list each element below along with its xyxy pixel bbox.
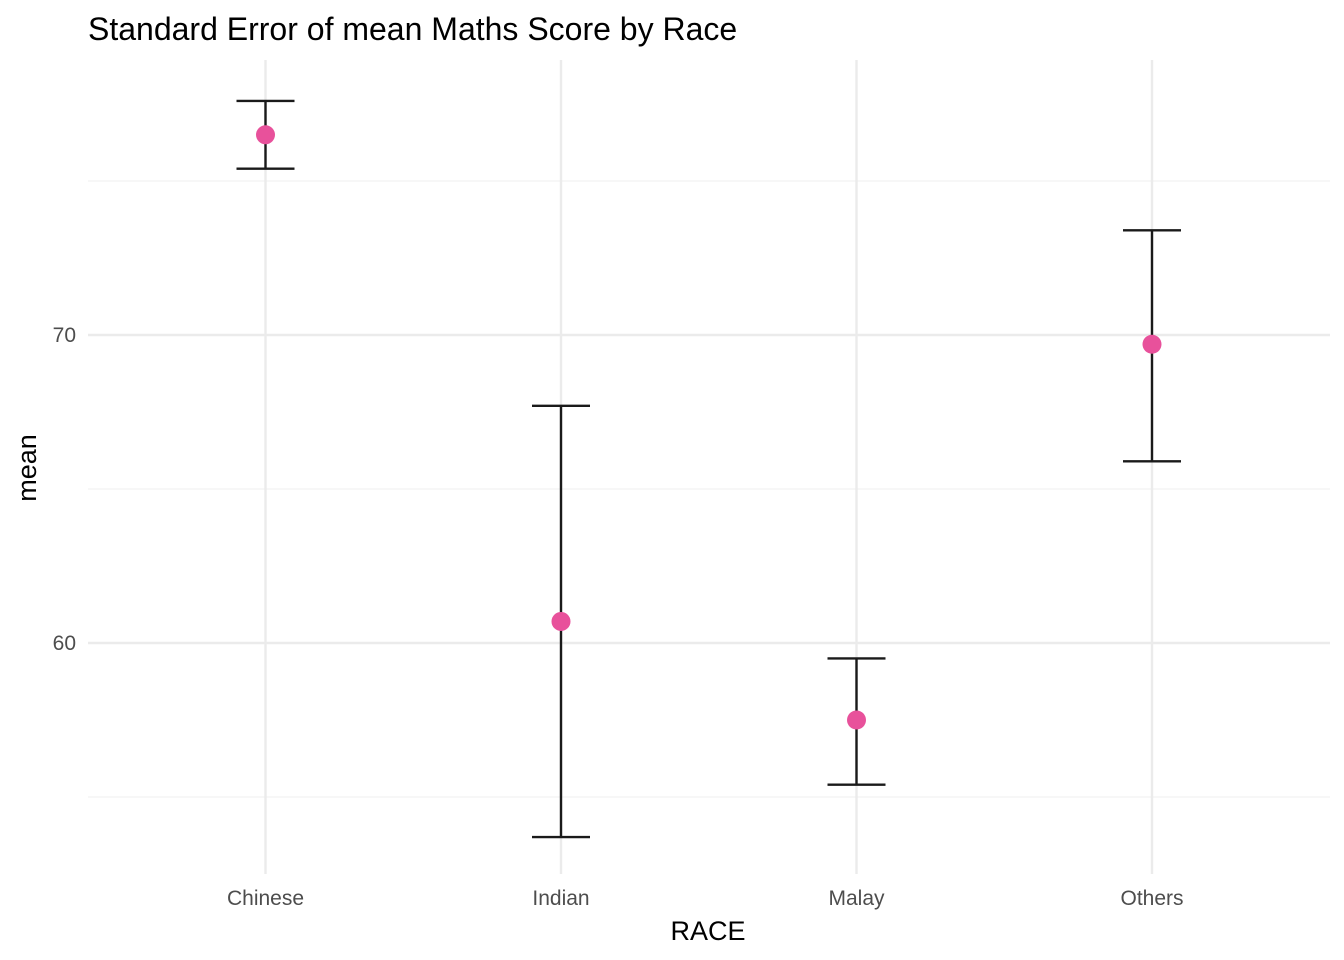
error-bars (236, 99, 1181, 839)
points (256, 125, 1162, 730)
x-tick-label: Chinese (227, 887, 304, 910)
x-axis-title: RACE (670, 916, 745, 946)
data-point (256, 125, 275, 145)
data-point (551, 611, 571, 631)
y-tick-label: 70 (53, 324, 76, 347)
y-axis-title: mean (12, 434, 42, 502)
x-tick-label: Others (1120, 887, 1183, 910)
data-point (847, 710, 866, 730)
data-point (1142, 334, 1162, 354)
grid (88, 60, 1330, 874)
chart-title: Standard Error of mean Maths Score by Ra… (88, 11, 737, 47)
x-tick-label: Malay (828, 887, 885, 910)
x-tick-label: Indian (532, 887, 589, 910)
tick-labels: 60 70 Chinese Indian Malay Others (53, 324, 1184, 910)
y-tick-label: 60 (53, 632, 76, 655)
